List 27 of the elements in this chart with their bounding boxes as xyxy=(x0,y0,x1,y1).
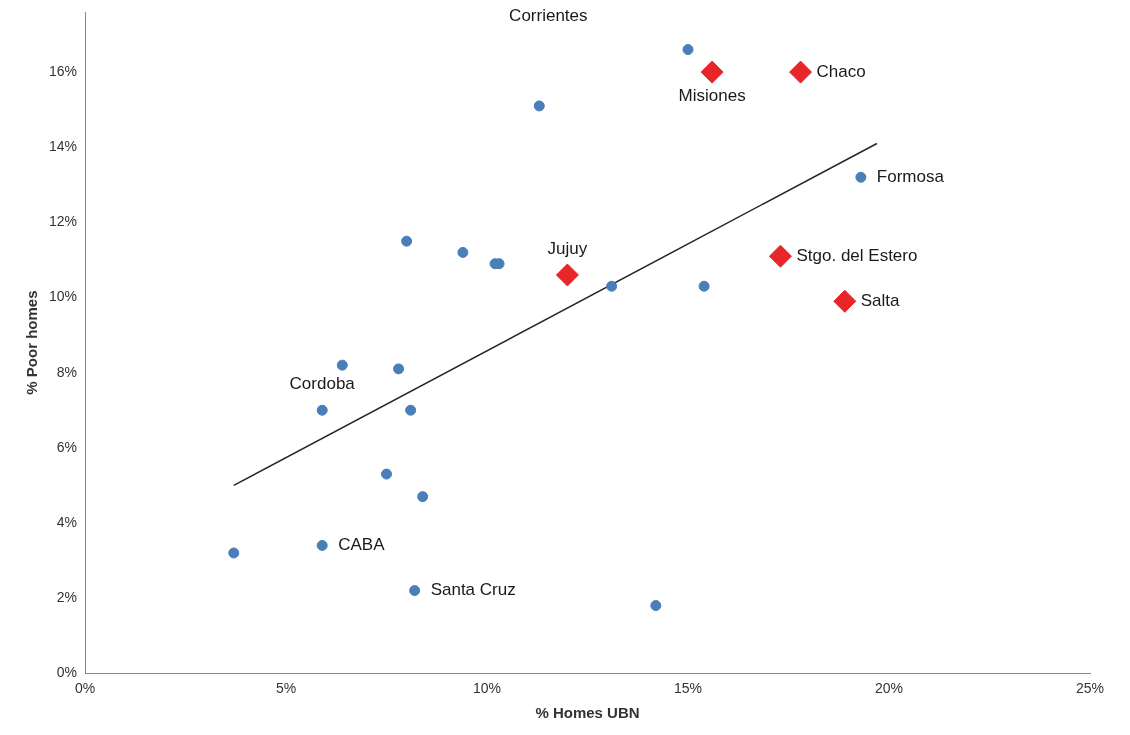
y-tick-label: 12% xyxy=(48,213,78,230)
annotation: Stgo. del Estero xyxy=(796,245,918,265)
y-tick-label: 10% xyxy=(48,288,78,305)
annotation: Cordoba xyxy=(289,373,356,393)
y-tick-label: 2% xyxy=(56,588,78,605)
annotation: Jujuy xyxy=(547,238,588,258)
annotation: Corrientes xyxy=(509,5,588,25)
y-tick-label: 16% xyxy=(48,62,78,79)
x-tick-label: 0% xyxy=(74,680,96,697)
annotation: Santa Cruz xyxy=(430,580,516,600)
x-tick-label: 20% xyxy=(874,680,904,697)
y-tick-label: 6% xyxy=(56,438,78,455)
y-tick-label: 4% xyxy=(56,513,78,530)
annotation: Misiones xyxy=(678,85,746,105)
x-tick-label: 10% xyxy=(473,680,502,697)
y-tick-label: 14% xyxy=(48,138,78,155)
annotation: Chaco xyxy=(816,61,866,81)
x-tick-label: 15% xyxy=(673,680,703,697)
annotation: Salta xyxy=(860,290,901,310)
y-axis-title: % Poor homes xyxy=(23,290,41,395)
x-tick-label: 5% xyxy=(275,680,297,697)
annotation: Formosa xyxy=(876,166,945,186)
x-tick-label: 25% xyxy=(1075,680,1105,697)
y-tick-label: 8% xyxy=(56,363,78,380)
y-tick-label: 0% xyxy=(56,664,78,681)
x-axis-title: % Homes UBN xyxy=(535,704,640,722)
annotation: CABA xyxy=(338,535,386,555)
